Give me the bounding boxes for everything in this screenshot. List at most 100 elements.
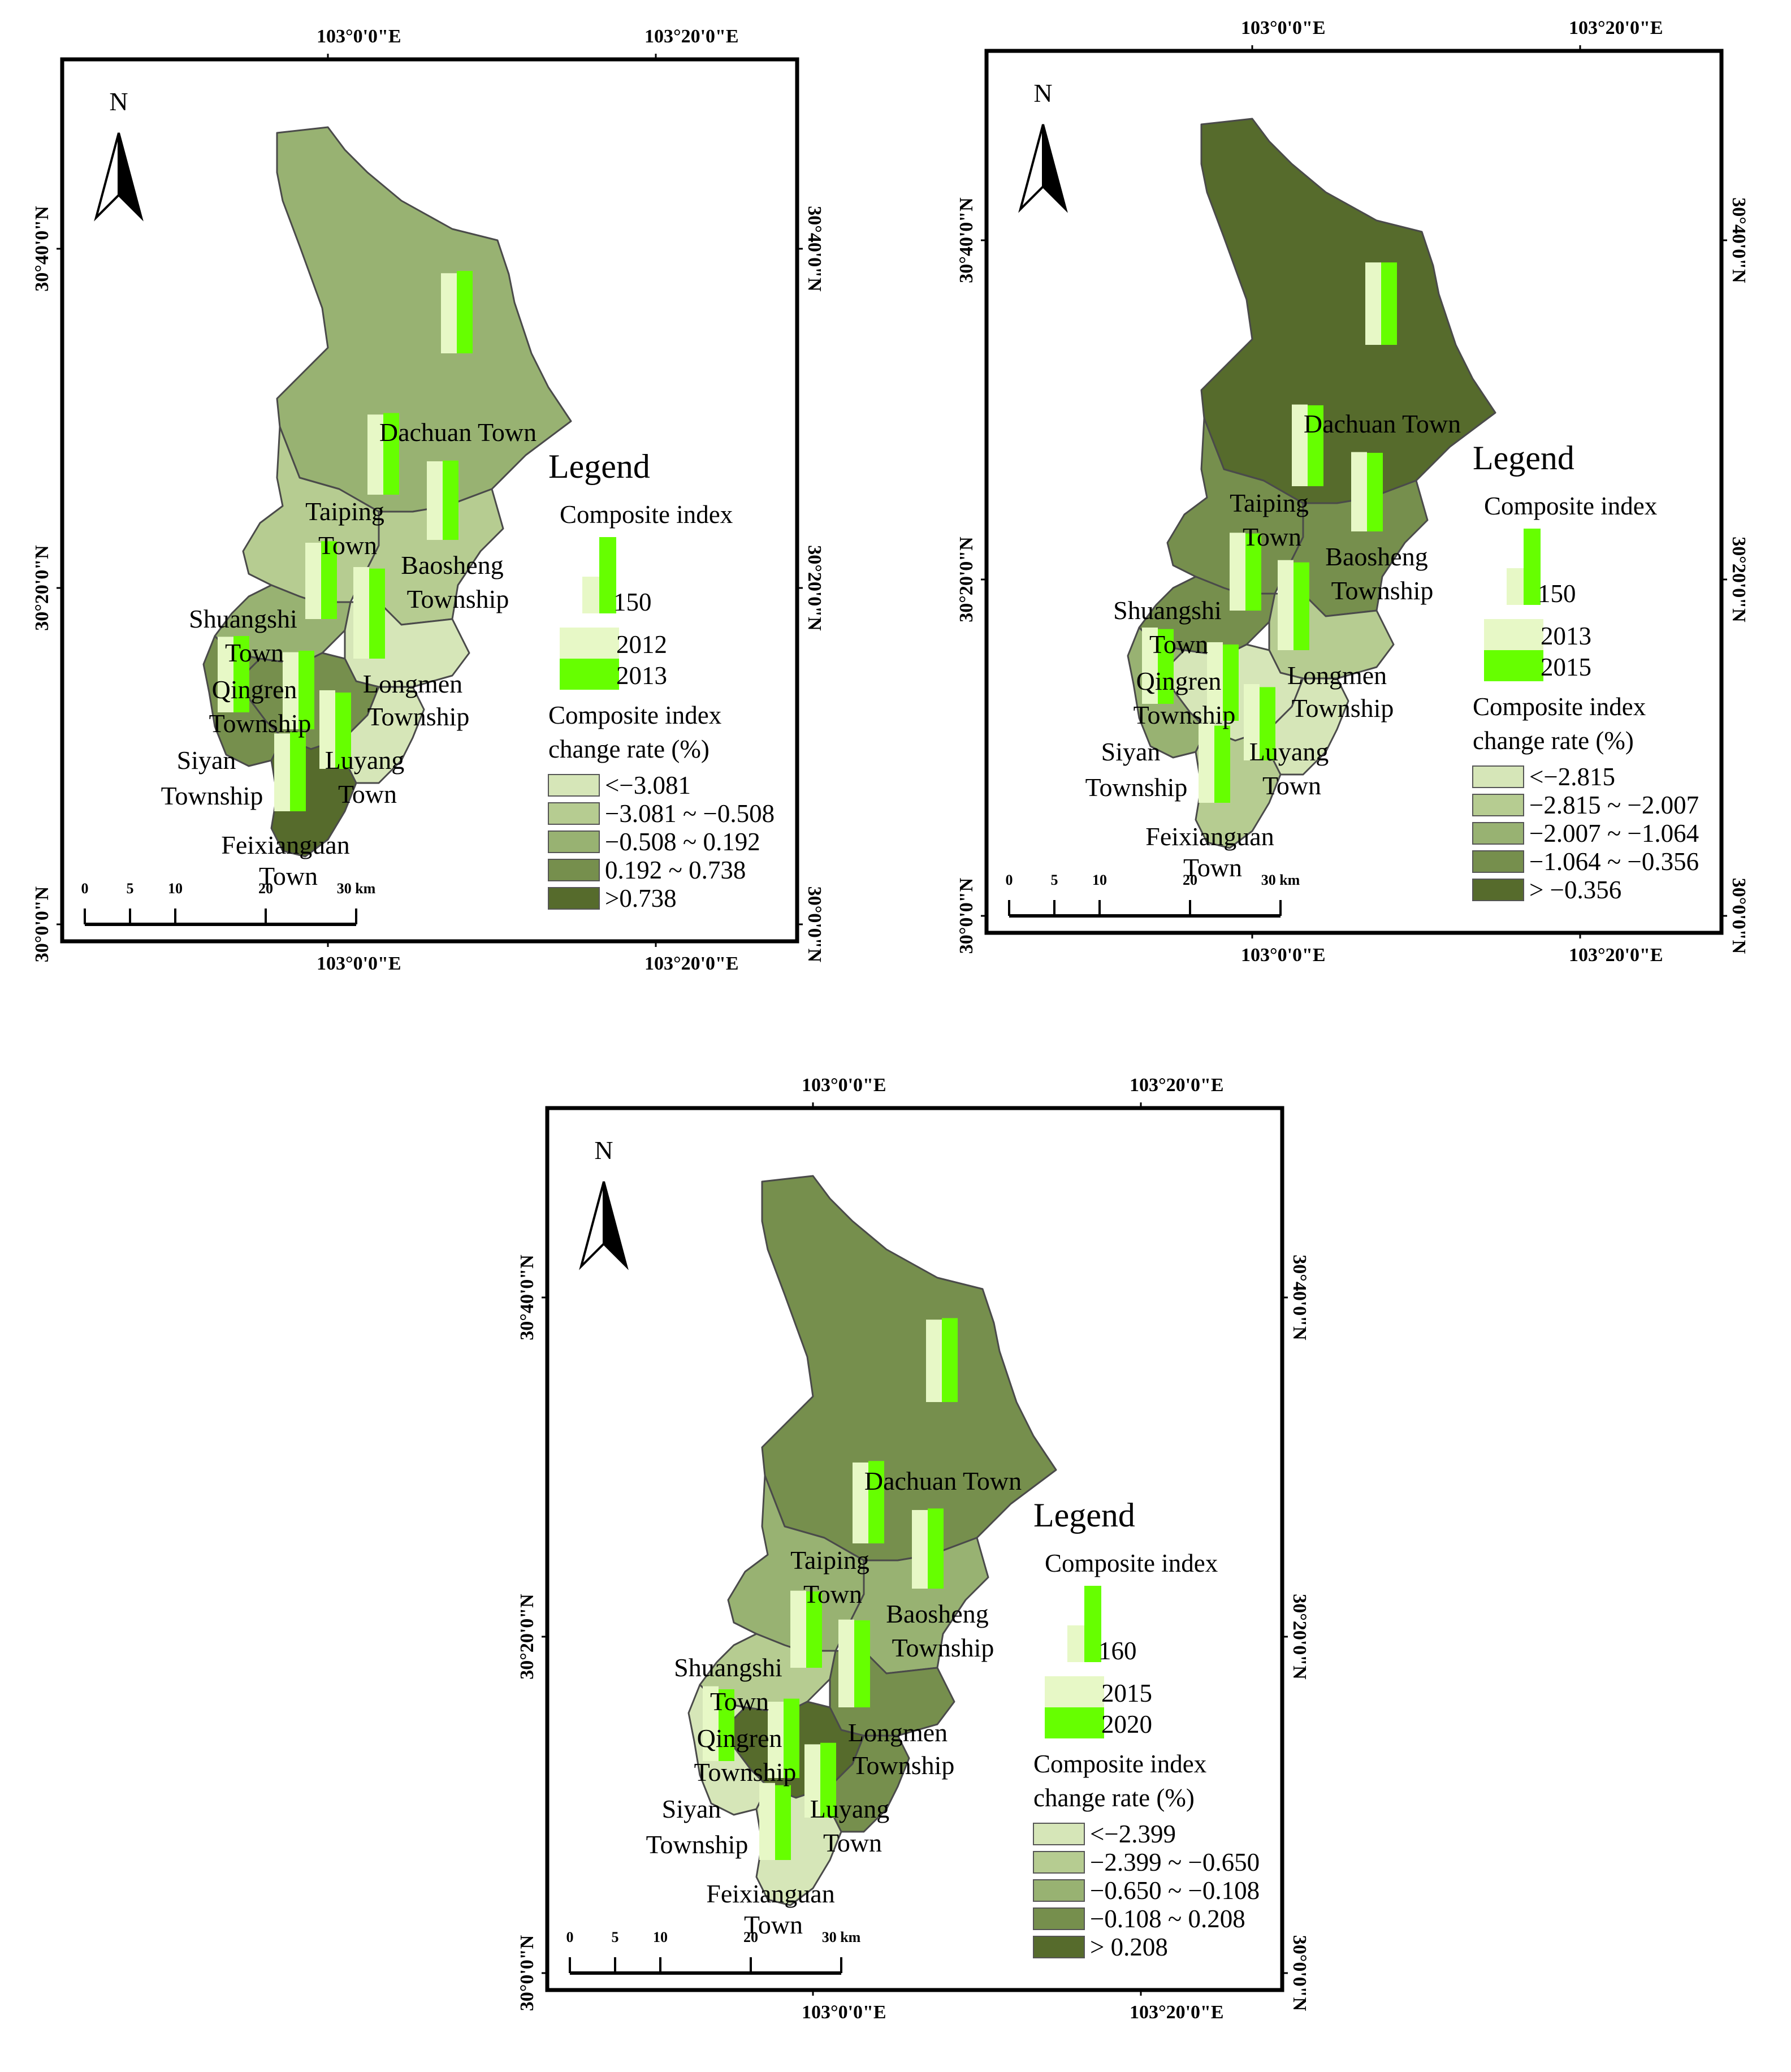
legend-class-label-3: −0.508 ~ 0.192 — [605, 828, 760, 856]
legend-class-swatch-2 — [548, 802, 600, 825]
index-bar-dachuan-year-b — [942, 1318, 958, 1402]
legend-class-label-2: −3.081 ~ −0.508 — [605, 799, 775, 828]
township-label-luyang_2: Town — [338, 780, 397, 808]
township-label-taiping_2: Town — [1243, 522, 1301, 551]
scale-tick-label: 5 — [1051, 872, 1058, 888]
legend-class-swatch-2 — [1033, 1851, 1085, 1874]
legend-class-label-2: −2.815 ~ −2.007 — [1529, 791, 1699, 819]
longitude-label-bottom-103-00: 103°0'0"E — [317, 953, 401, 974]
township-label-qingren_1: Qingren — [212, 675, 297, 704]
legend-change-rate-label-2: change rate (%) — [548, 735, 710, 763]
legend-change-rate-label-2: change rate (%) — [1473, 726, 1634, 755]
township-label-qingren_2: Township — [1134, 700, 1236, 729]
township-label-qingren_1: Qingren — [697, 1724, 782, 1753]
legend-swatch-year-a — [560, 628, 619, 659]
scale-tick-label: 0 — [1006, 872, 1013, 888]
index-bar-siyan-year-b — [233, 636, 249, 712]
index-bar-taiping-year-a — [853, 1462, 868, 1543]
township-luyang[interactable] — [1268, 677, 1349, 776]
legend-class-swatch-5 — [1033, 1936, 1085, 1958]
latitude-label-right-lat_30_20: 30°20'0"N — [1289, 1594, 1310, 1680]
scale-tick-label: 5 — [612, 1929, 619, 1945]
longitude-label-bottom-103-00: 103°0'0"E — [802, 2002, 886, 2023]
index-bar-longmen-year-b — [854, 1620, 870, 1707]
township-label-longmen_2: Township — [853, 1751, 955, 1780]
legend-class-swatch-5 — [1472, 879, 1524, 901]
index-bar-shuangshi-year-b — [806, 1591, 822, 1668]
map-panel-2015-2020: 103°0'0"E 103°20'0"E 103°0'0"E 103°20'0"E 30… — [517, 1075, 1310, 2023]
legend-change-rate-label-1: Composite index — [1033, 1750, 1206, 1778]
scale-tick-label: 30 km — [822, 1929, 861, 1945]
legend-class-swatch-5 — [548, 887, 600, 910]
legend-year-a: 2013 — [1541, 622, 1591, 650]
longitude-label-bottom-103-20: 103°20'0"E — [644, 953, 739, 974]
township-label-shuangshi_1: Shuangshi — [189, 604, 297, 633]
township-label-luyang_1: Luyang — [325, 746, 405, 775]
index-bar-shuangshi-year-b — [321, 541, 337, 619]
legend-change-rate-label-2: change rate (%) — [1033, 1784, 1195, 1812]
legend-year-b: 2013 — [616, 661, 667, 690]
north-arrow-icon: N — [1018, 79, 1068, 213]
latitude-label-left-lat_30_00: 30°0'0"N — [32, 886, 53, 962]
map-panel-2013-2015: 103°0'0"E 103°20'0"E 103°0'0"E 103°20'0"E 30… — [956, 18, 1749, 966]
township-label-siyan_2: Township — [646, 1830, 749, 1859]
legend-class-swatch-3 — [548, 830, 600, 853]
index-bar-luyang-year-b — [335, 693, 351, 769]
township-label-longmen_1: Longmen — [1287, 661, 1387, 690]
index-bar-qingren-year-b — [784, 1698, 799, 1778]
latitude-label-right-lat_30_20: 30°20'0"N — [1728, 537, 1749, 622]
legend-class-swatch-3 — [1033, 1879, 1085, 1902]
index-bar-feixianguan-year-a — [274, 733, 290, 811]
latitude-label-left-lat_30_40: 30°40'0"N — [32, 206, 53, 292]
township-luyang[interactable] — [344, 686, 425, 784]
township-label-luyang_1: Luyang — [810, 1794, 890, 1823]
legend-change-rate-label-1: Composite index — [548, 701, 721, 729]
township-label-shuangshi_1: Shuangshi — [1113, 596, 1222, 625]
legend-title: Legend — [1473, 439, 1574, 477]
longitude-label-top-103-20: 103°20'0"E — [644, 26, 739, 47]
township-label-siyan_2: Township — [161, 781, 263, 810]
township-luyang[interactable] — [829, 1734, 910, 1833]
township-label-feixianguan_1: Feixianguan — [221, 830, 349, 859]
index-bar-baosheng-year-b — [443, 460, 458, 540]
index-bar-feixianguan-year-b — [290, 732, 306, 811]
township-label-taiping_2: Town — [318, 531, 377, 560]
index-bar-taiping-year-a — [1292, 404, 1308, 486]
scale-tick-label: 0 — [81, 880, 89, 897]
latitude-label-right-lat_30_40: 30°40'0"N — [1289, 1255, 1310, 1340]
index-bar-siyan-year-a — [1142, 628, 1158, 704]
scale-tick-label: 20 — [1183, 872, 1197, 888]
township-label-qingren_2: Township — [209, 709, 312, 738]
legend-year-a: 2012 — [616, 630, 667, 659]
index-bar-qingren-year-b — [1223, 644, 1239, 721]
township-label-luyang_2: Town — [823, 1828, 882, 1857]
longitude-label-bottom-103-00: 103°0'0"E — [1241, 945, 1326, 966]
north-arrow-icon: N — [94, 87, 144, 222]
legend-title: Legend — [548, 448, 650, 485]
latitude-label-left-lat_30_20: 30°20'0"N — [32, 545, 53, 631]
legend-class-swatch-1 — [1472, 765, 1524, 788]
index-bar-baosheng-year-a — [427, 461, 443, 540]
scale-bar: 0 5 10 20 30 km — [81, 880, 376, 926]
index-bar-dachuan-year-b — [457, 271, 473, 353]
index-bar-taiping-year-b — [383, 413, 399, 495]
legend-class-swatch-3 — [1472, 822, 1524, 845]
township-label-feixianguan_1: Feixianguan — [706, 1879, 834, 1908]
index-bar-baosheng-year-b — [928, 1508, 944, 1589]
index-bar-siyan-year-b — [719, 1689, 734, 1761]
township-label-baosheng_2: Township — [892, 1633, 994, 1662]
legend-bar-scale-value: 150 — [1538, 579, 1576, 608]
index-bar-siyan-year-b — [1158, 629, 1174, 704]
index-bar-feixianguan-year-b — [1214, 725, 1230, 803]
legend-swatch-year-b — [560, 659, 619, 690]
latitude-label-left-lat_30_20: 30°20'0"N — [517, 1594, 538, 1680]
township-label-baosheng_1: Baosheng — [401, 551, 503, 579]
township-label-baosheng_1: Baosheng — [886, 1599, 988, 1628]
township-label-qingren_1: Qingren — [1136, 667, 1222, 695]
legend-composite-index-label: Composite index — [1484, 492, 1657, 520]
township-label-longmen_1: Longmen — [363, 669, 462, 698]
legend-class-label-4: 0.192 ~ 0.738 — [605, 856, 746, 884]
latitude-label-left-lat_30_40: 30°40'0"N — [956, 197, 977, 283]
latitude-label-left-lat_30_00: 30°0'0"N — [517, 1935, 538, 2011]
scale-tick-label: 20 — [743, 1929, 758, 1945]
